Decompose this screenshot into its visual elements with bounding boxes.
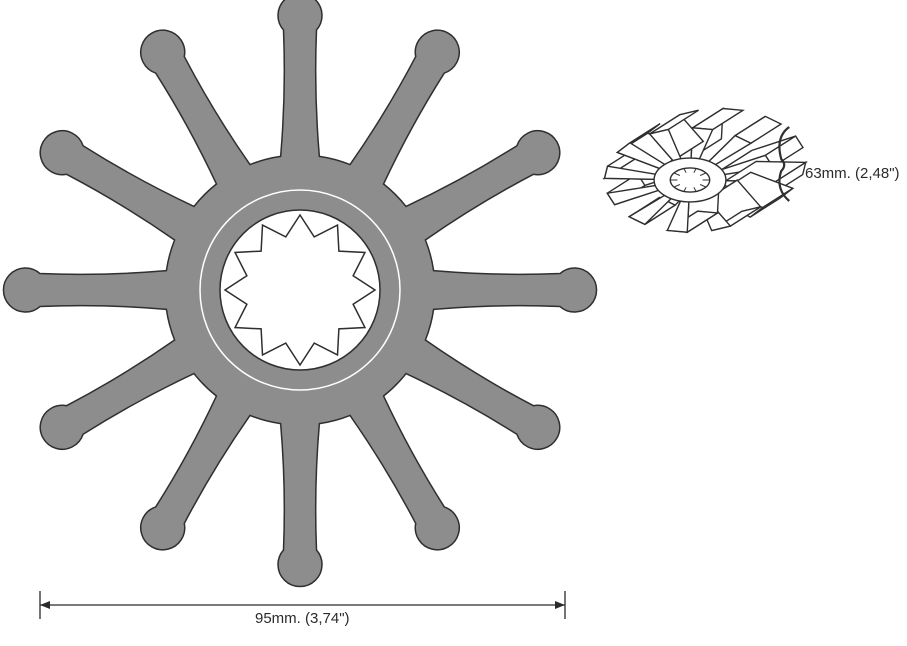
iso-blade-top [693,109,743,130]
arrowhead-left [40,601,50,609]
depth-dimension-label: 63mm. (2,48") [805,165,900,182]
diagram-container: 95mm. (3,74") 63mm. (2,48") [0,0,907,646]
arrowhead-right [555,601,565,609]
impeller-front-view [0,0,907,646]
bore-circle [220,210,380,370]
width-dimension-label: 95mm. (3,74") [255,610,350,627]
